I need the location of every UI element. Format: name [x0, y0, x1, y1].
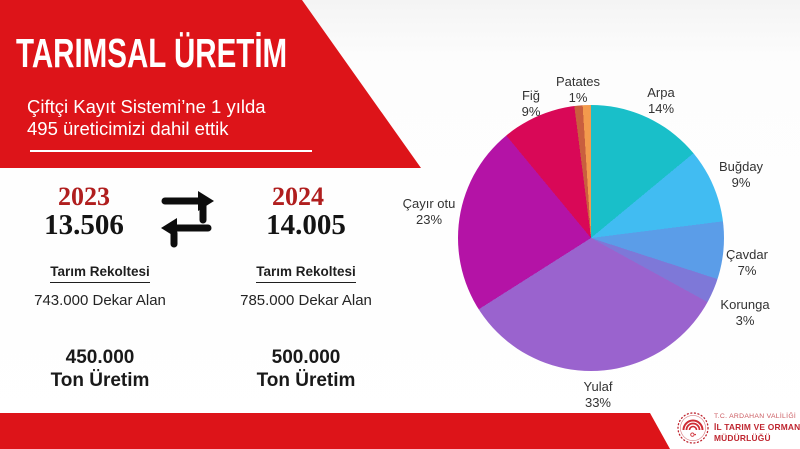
crop-pie-chart — [458, 105, 724, 371]
pie-slice-label: Buğday 9% — [718, 159, 764, 190]
subtitle-divider — [30, 150, 312, 152]
org-line3: MÜDÜRLÜĞÜ — [714, 432, 771, 443]
harvest-label-2024: Tarım Rekoltesi — [256, 264, 356, 284]
farmer-count-2024: 14.005 — [266, 209, 346, 242]
farmer-count-2023: 13.506 — [44, 209, 124, 242]
pie-slice-label: Korunga 3% — [720, 297, 770, 328]
production-2023: 450.000 Ton Üretim — [0, 347, 200, 392]
header-subtitle: Çiftçi Kayıt Sistemi’ne 1 yılda 495 üret… — [27, 96, 266, 140]
pie-slice-label: Yulaf 33% — [583, 379, 613, 410]
header-subtitle-line2: 495 üreticimizi dahil ettik — [27, 117, 229, 139]
page-title: TARIMSAL ÜRETİM — [16, 30, 288, 76]
pie-slice-label: Çayır otu 23% — [402, 196, 456, 227]
org-line2: İL TARIM VE ORMAN — [714, 421, 800, 432]
year-label-2023: 2023 — [58, 182, 110, 211]
production-value-2024: 500.000 — [271, 347, 341, 369]
exchange-arrows-icon — [161, 191, 214, 248]
area-value-2024: 785.000 Dekar Alan — [240, 292, 372, 310]
stats-column-2023: 2023 13.506 Tarım Rekoltesi 743.000 Deka… — [0, 183, 200, 392]
pie-slice-label: Fiğ 9% — [521, 88, 541, 119]
production-unit-2023: Ton Üretim — [50, 369, 150, 391]
area-value-2023: 743.000 Dekar Alan — [34, 292, 166, 310]
footer-band — [0, 413, 670, 449]
org-line1: T.C. ARDAHAN VALİLİĞİ — [714, 413, 797, 420]
stats-column-2024: 2024 14.005 Tarım Rekoltesi 785.000 Deka… — [206, 183, 406, 392]
ministry-emblem-icon — [676, 411, 710, 445]
pie-slice-label: Arpa 14% — [647, 85, 675, 116]
production-2024: 500.000 Ton Üretim — [206, 347, 406, 392]
harvest-label-2023: Tarım Rekoltesi — [50, 264, 150, 284]
header-subtitle-line1: Çiftçi Kayıt Sistemi’ne 1 yılda — [27, 96, 266, 117]
production-unit-2024: Ton Üretim — [256, 369, 356, 391]
pie-slice-label: Patates 1% — [555, 74, 601, 105]
footer-org-text: T.C. ARDAHAN VALİLİĞİ İL TARIM VE ORMAN … — [714, 413, 800, 444]
header-banner: TARIMSAL ÜRETİM Çiftçi Kayıt Sistemi’ne … — [0, 0, 421, 168]
production-value-2023: 450.000 — [65, 347, 135, 369]
pie-slice-label: Çavdar 7% — [726, 247, 768, 278]
year-label-2024: 2024 — [272, 182, 324, 211]
